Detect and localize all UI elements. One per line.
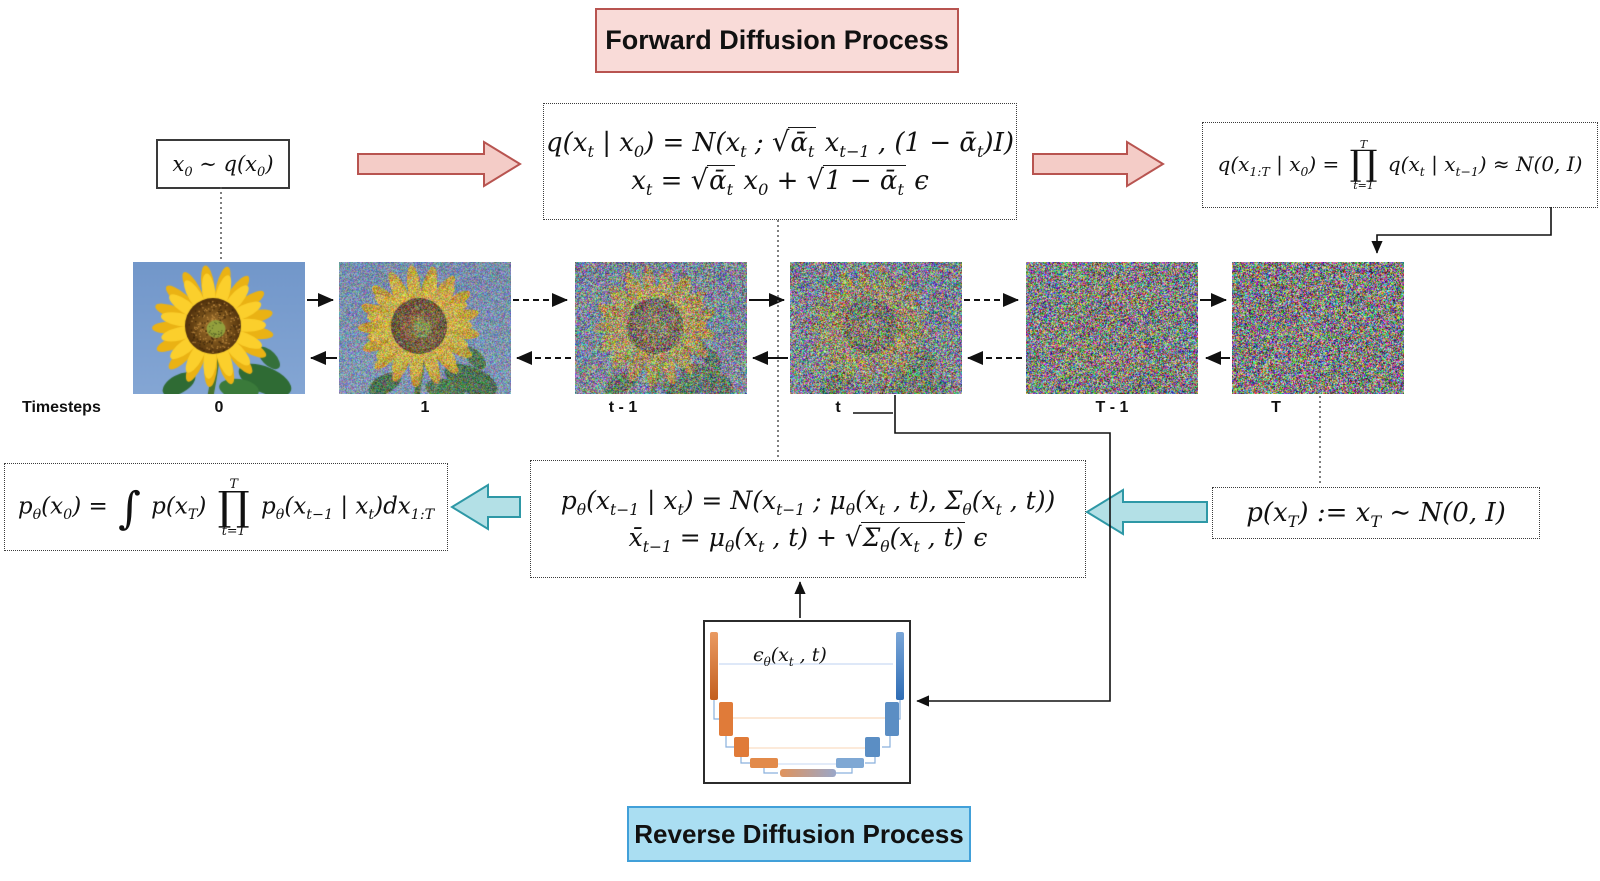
unet-decoder-block-4: [836, 758, 864, 768]
timestep-label-T-1: T - 1: [1026, 399, 1198, 417]
reverse-block-arrow-right: [1087, 490, 1207, 534]
timestep-label-1: 1: [339, 399, 511, 417]
forward-step-formula-line1: q(xt | x0) = N(xt ; √ᾱt xt−1 , (1 − ᾱt)I…: [546, 127, 1014, 158]
unet-decoder-block-1: [896, 632, 904, 700]
unet-encoder-block-4: [750, 758, 778, 768]
timestep-label-0: 0: [133, 399, 305, 417]
diffusion-process-diagram: Forward Diffusion Process Reverse Diffus…: [0, 0, 1600, 881]
forward-joint-formula: q(x1:T | x0) = T ∏ t=1 q(xt | xt−1) ≈ N(0,…: [1218, 139, 1583, 192]
unet-bottleneck-block: [780, 769, 836, 777]
timesteps-axis-label: Timesteps: [22, 399, 132, 417]
unet-decoder-block-3: [865, 737, 880, 757]
reverse-step-formula-line1: pθ(xt−1 | xt) = N(xt−1 ; μθ(xt , t), Σθ(…: [561, 486, 1055, 515]
forward-step-formula-line2: xt = √ᾱt x0 + √1 − ᾱt ϵ: [631, 165, 929, 196]
forward-process-title-text: Forward Diffusion Process: [605, 25, 949, 56]
timestep-label-t-1: t - 1: [553, 399, 693, 417]
unet-decoder-block-2: [885, 702, 899, 736]
reverse-joint-formula: pθ(x0) = ∫ p(xT) T ∏ t=1 pθ(xt−1 | xt)dx1:…: [18, 477, 434, 538]
reverse-step-formula-line2: x̄t−1 = μθ(xt , t) + √Σθ(xt , t) ϵ: [629, 523, 988, 553]
forward-step-formula-box: q(xt | x0) = N(xt ; √ᾱt xt−1 , (1 − ᾱt)I…: [543, 103, 1017, 220]
reverse-joint-formula-box: pθ(x0) = ∫ p(xT) T ∏ t=1 pθ(xt−1 | xt)dx1:…: [4, 463, 448, 551]
forward-joint-formula-box: q(x1:T | x0) = T ∏ t=1 q(xt | xt−1) ≈ N(0,…: [1202, 122, 1598, 208]
image-timestep-1: [339, 262, 511, 394]
x0-distribution-box: x0 ∼ q(x0): [156, 139, 290, 189]
unet-output-label: ϵθ(xt , t): [753, 644, 827, 666]
prior-formula: p(xT) := xT ∼ N(0, I): [1246, 498, 1506, 528]
unet-encoder-block-3: [734, 737, 749, 757]
unet-box: ϵθ(xt , t): [703, 620, 911, 784]
reverse-process-title-text: Reverse Diffusion Process: [634, 819, 963, 850]
image-timestep-t-1: [575, 262, 747, 394]
prior-formula-box: p(xT) := xT ∼ N(0, I): [1212, 487, 1540, 539]
unet-connectors: [714, 700, 900, 773]
unet-encoder-block-2: [719, 702, 733, 736]
image-timestep-T-1: [1026, 262, 1198, 394]
x0-distribution-formula: x0 ∼ q(x0): [172, 152, 273, 176]
reverse-block-arrow-left: [452, 485, 520, 529]
timestep-label-T: T: [1226, 399, 1326, 417]
unet-encoder-block-1: [710, 632, 718, 700]
forward-block-arrow-1: [358, 142, 520, 186]
forward-block-arrow-2: [1033, 142, 1163, 186]
image-timestep-t: [790, 262, 962, 394]
forward-process-title: Forward Diffusion Process: [595, 8, 959, 73]
reverse-step-formula-box: pθ(xt−1 | xt) = N(xt−1 ; μθ(xt , t), Σθ(…: [530, 460, 1086, 578]
image-timestep-0: [133, 262, 305, 394]
reverse-process-title: Reverse Diffusion Process: [627, 806, 971, 862]
qjoint-to-imageT-connector: [1377, 207, 1551, 253]
timestep-label-t: t: [790, 399, 886, 417]
image-timestep-T: [1232, 262, 1404, 394]
